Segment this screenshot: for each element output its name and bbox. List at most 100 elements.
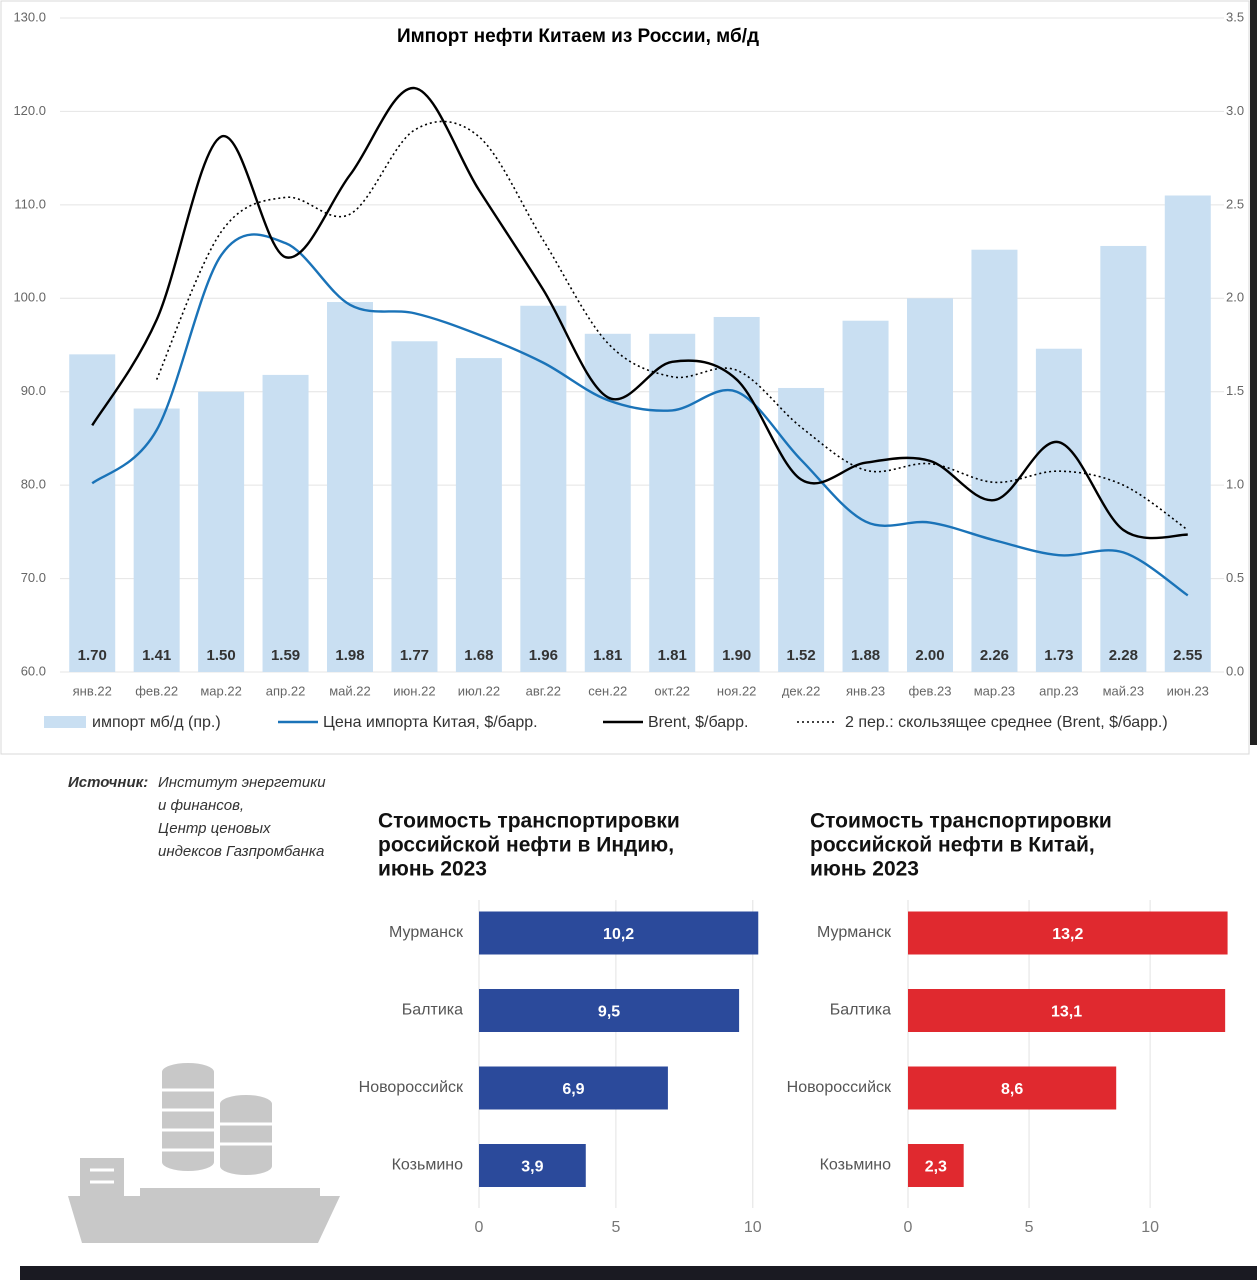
x-tick-label: фев.22 [135, 683, 178, 698]
chart-title: российской нефти в Китай, [810, 834, 1095, 857]
y2-tick-label: 0.5 [1226, 570, 1244, 585]
bar-value-label: 13,1 [1051, 1004, 1082, 1021]
bar-value-label: 1.41 [142, 647, 171, 664]
bar [455, 358, 502, 672]
x-tick-label: фев.23 [909, 683, 952, 698]
x-tick-label: июн.22 [393, 683, 435, 698]
y-tick-label: 110.0 [14, 196, 46, 211]
bar-value-label: 6,9 [562, 1081, 584, 1098]
source-label: Источник: [68, 774, 148, 791]
bar [908, 989, 1226, 1032]
source-text: Центр ценовых [158, 820, 271, 837]
y2-tick-label: 2.5 [1226, 196, 1244, 211]
bar [1035, 348, 1082, 672]
ship-icon [68, 1063, 340, 1243]
y2-tick-label: 1.5 [1226, 383, 1244, 398]
y-tick-label: 60.0 [21, 663, 46, 678]
source-text: Институт энергетики [158, 774, 326, 791]
x-tick-label: авг.22 [526, 683, 561, 698]
chart-title: Стоимость транспортировки [378, 810, 680, 833]
x-tick-label: окт.22 [654, 683, 690, 698]
y-tick-label: Новороссийск [787, 1079, 892, 1096]
bar [133, 408, 180, 672]
y-tick-label: Козьмино [820, 1157, 891, 1174]
bar [1164, 195, 1211, 672]
x-tick-label: мар.22 [200, 683, 241, 698]
bar [327, 302, 373, 672]
bar-value-label: 2,3 [925, 1159, 947, 1176]
y-tick-label: 100.0 [13, 290, 46, 305]
bar [391, 341, 438, 672]
x-tick-label: 5 [1025, 1219, 1034, 1236]
x-tick-label: ноя.22 [717, 683, 757, 698]
y-tick-label: Мурманск [817, 924, 892, 941]
legend-label: Brent, $/барр. [648, 714, 748, 731]
y2-tick-label: 2.0 [1226, 290, 1244, 305]
bar-value-label: 2.26 [980, 647, 1009, 664]
bar [479, 1066, 668, 1110]
bar-value-label: 1.96 [529, 647, 558, 664]
edge [1250, 0, 1257, 745]
y-tick-label: Мурманск [389, 924, 464, 941]
y-tick-label: 130.0 [13, 9, 46, 24]
legend-label: 2 пер.: скользящее среднее (Brent, $/бар… [845, 714, 1168, 731]
bar-value-label: 1.68 [464, 647, 493, 664]
x-tick-label: апр.22 [266, 683, 306, 698]
chart-title: июнь 2023 [378, 858, 487, 881]
bar-value-label: 1.81 [658, 647, 687, 664]
y-tick-label: 90.0 [21, 383, 46, 398]
x-tick-label: мар.23 [974, 683, 1015, 698]
bar [908, 911, 1228, 955]
bar-value-label: 2.28 [1109, 647, 1138, 664]
x-tick-label: 0 [475, 1219, 484, 1236]
bar-value-label: 1.73 [1044, 647, 1073, 664]
x-tick-label: янв.23 [846, 683, 885, 698]
y2-tick-label: 3.0 [1226, 103, 1244, 118]
x-tick-label: апр.23 [1039, 683, 1079, 698]
legend-label: Цена импорта Китая, $/барр. [323, 714, 538, 731]
line [155, 120, 1189, 531]
x-tick-label: май.23 [1103, 683, 1145, 698]
line [91, 86, 1188, 540]
bar [907, 298, 953, 672]
bar [1100, 245, 1147, 673]
line [91, 233, 1189, 597]
y-tick-label: Балтика [402, 1002, 463, 1019]
y-tick-label: Балтика [830, 1002, 891, 1019]
bar-value-label: 1.50 [207, 647, 236, 664]
bar [649, 333, 696, 672]
bar-value-label: 13,2 [1052, 926, 1083, 943]
y-tick-label: 80.0 [21, 477, 46, 492]
bar-value-label: 1.90 [722, 647, 751, 664]
y-tick-label: 120.0 [13, 103, 46, 118]
bar [69, 354, 116, 672]
bar-value-label: 1.88 [851, 647, 880, 664]
bar [520, 305, 567, 672]
x-tick-label: дек.22 [782, 683, 821, 698]
bar [971, 249, 1018, 672]
bar-value-label: 10,2 [603, 926, 634, 943]
x-tick-label: 10 [1141, 1219, 1159, 1236]
source-text: и финансов, [158, 797, 244, 814]
bar-value-label: 2.00 [915, 647, 944, 664]
y2-tick-label: 3.5 [1226, 9, 1244, 24]
y2-tick-label: 0.0 [1226, 663, 1244, 678]
x-tick-label: сен.22 [588, 683, 627, 698]
x-tick-label: июл.22 [458, 683, 500, 698]
bar [262, 374, 309, 672]
bar [908, 1144, 964, 1187]
y-tick-label: Козьмино [392, 1157, 463, 1174]
y-tick-label: 70.0 [21, 570, 46, 585]
bar-value-label: 9,5 [598, 1004, 620, 1021]
bar [713, 316, 760, 672]
bar [842, 320, 889, 672]
bar [908, 1066, 1117, 1110]
x-tick-label: июн.23 [1167, 683, 1209, 698]
bar-value-label: 1.52 [787, 647, 816, 664]
bar [198, 391, 245, 672]
x-tick-label: 5 [611, 1219, 620, 1236]
bar-value-label: 1.81 [593, 647, 622, 664]
x-tick-label: май.22 [329, 683, 371, 698]
bar-value-label: 1.59 [271, 647, 300, 664]
